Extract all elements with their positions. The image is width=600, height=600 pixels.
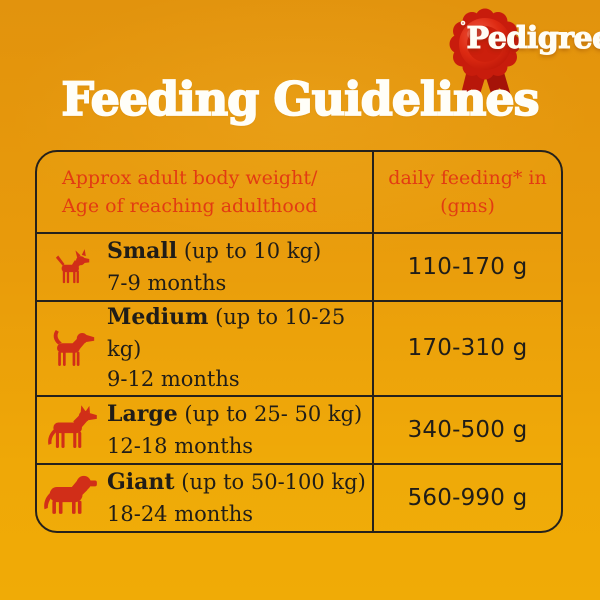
pedigree-logo: °Pedigree xyxy=(436,4,600,104)
header-weight-line2: Age of reaching adulthood xyxy=(62,195,318,217)
row-medium-feeding: 170-310 g xyxy=(372,300,561,395)
large-dog-icon xyxy=(37,405,107,455)
weight-range: (up to 10 kg) xyxy=(183,238,322,263)
size-label: Large xyxy=(107,400,178,427)
size-label: Medium xyxy=(107,304,209,331)
medium-dog-icon xyxy=(37,325,107,371)
age-range: 12-18 months xyxy=(107,433,254,458)
size-label: Small xyxy=(107,237,178,264)
row-large-text: Large (up to 25- 50 kg) 12-18 months xyxy=(107,399,362,461)
degree-mark: ° xyxy=(460,19,467,33)
row-small-feeding: 110-170 g xyxy=(372,232,561,301)
age-range: 18-24 months xyxy=(107,501,254,526)
page-title: Feeding Guidelines xyxy=(61,71,541,127)
feeding-amount: 170-310 g xyxy=(407,335,528,362)
weight-range: (up to 25- 50 kg) xyxy=(184,401,363,426)
weight-range: (up to 10-25 kg) xyxy=(107,305,346,361)
row-giant-text: Giant (up to 50-100 kg) 18-24 months xyxy=(107,467,366,529)
table-row-medium: Medium (up to 10-25 kg) 9-12 months xyxy=(37,300,372,395)
header-feeding-line2: (gms) xyxy=(440,195,495,217)
header-feeding-line1: daily feeding* in xyxy=(388,166,547,189)
feeding-amount: 340-500 g xyxy=(407,416,528,443)
feeding-amount: 560-990 g xyxy=(407,484,528,511)
row-medium-text: Medium (up to 10-25 kg) 9-12 months xyxy=(107,302,372,395)
table-row-giant: Giant (up to 50-100 kg) 18-24 months xyxy=(37,462,372,531)
feeding-table: Approx adult body weight/ Age of reachin… xyxy=(35,150,563,533)
table-row-large: Large (up to 25- 50 kg) 12-18 months xyxy=(37,394,372,463)
giant-dog-icon xyxy=(37,470,107,525)
row-small-text: Small (up to 10 kg) 7-9 months xyxy=(107,236,321,298)
header-weight-column: Approx adult body weight/ Age of reachin… xyxy=(37,152,372,232)
row-giant-feeding: 560-990 g xyxy=(372,462,561,531)
row-large-feeding: 340-500 g xyxy=(372,394,561,463)
brand-name: Pedigree xyxy=(466,21,600,56)
rosette-icon xyxy=(449,8,521,104)
header-feeding-column: daily feeding* in (gms) xyxy=(372,152,561,232)
table-row-small: Small (up to 10 kg) 7-9 months xyxy=(37,232,372,300)
age-range: 9-12 months xyxy=(107,367,240,392)
size-label: Giant xyxy=(107,468,175,495)
small-dog-icon xyxy=(37,246,107,288)
header-weight-line1: Approx adult body weight/ xyxy=(62,166,318,189)
pedigree-wordmark: °Pedigree xyxy=(460,20,600,54)
age-range: 7-9 months xyxy=(107,270,227,295)
feeding-amount: 110-170 g xyxy=(407,254,528,281)
weight-range: (up to 50-100 kg) xyxy=(181,469,366,494)
